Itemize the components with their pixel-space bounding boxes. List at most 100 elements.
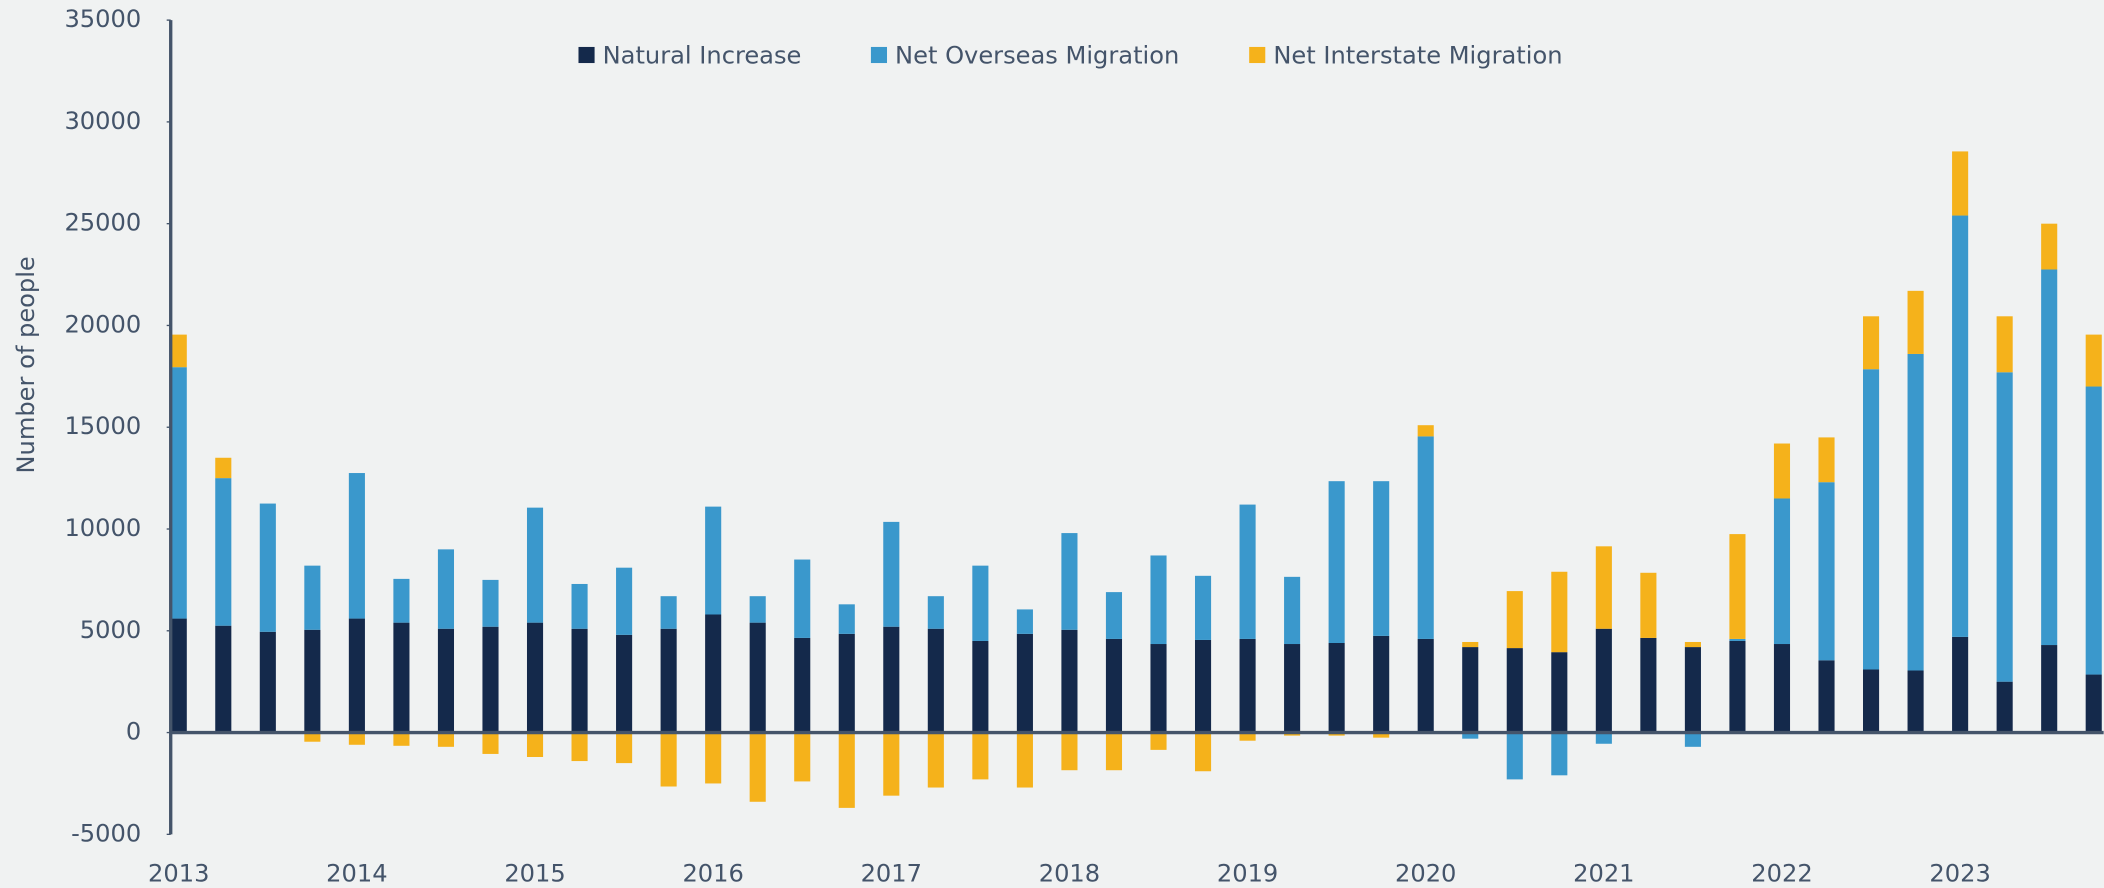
bar-segment [1684, 647, 1701, 733]
bar-segment [304, 629, 321, 733]
x-tick-label: 2015 [504, 860, 565, 888]
x-tick-label: 2022 [1751, 860, 1812, 888]
bar-segment [1729, 640, 1746, 733]
y-tick-label: 25000 [64, 209, 141, 237]
bar-segment [571, 628, 588, 733]
bar-segment [1640, 637, 1657, 733]
bar-segment [1551, 732, 1568, 776]
bar-segment [1462, 641, 1479, 648]
bar-segment [1996, 316, 2013, 373]
bar-segment [1773, 443, 1791, 499]
bar-segment [1907, 670, 1924, 733]
bar-segment [1016, 732, 1033, 788]
bar-segment [1640, 572, 1657, 638]
bar-segment [437, 732, 455, 747]
bar-segment [1996, 681, 2013, 733]
bar-segment [1462, 647, 1479, 733]
bar-segment [526, 507, 544, 623]
bar-segment [1194, 575, 1212, 640]
bar-segment [482, 732, 499, 754]
x-tick-label: 2014 [326, 860, 387, 888]
bar-segment [393, 578, 410, 623]
y-tick-label: 5000 [80, 616, 141, 644]
x-tick-label: 2017 [861, 860, 922, 888]
y-tick-label: 0 [126, 718, 141, 746]
bar-segment [2041, 269, 2058, 646]
bar-segment [482, 626, 499, 733]
y-tick-label: 30000 [64, 107, 141, 135]
y-tick-label: 10000 [64, 514, 141, 542]
bar-segment [2085, 334, 2102, 387]
bar-segment [526, 622, 544, 733]
bar-segment [1105, 638, 1123, 733]
bar-segment [1417, 436, 1434, 639]
bar-segment [1194, 639, 1212, 733]
y-tick-label: 15000 [64, 412, 141, 440]
bar-segment [794, 559, 811, 638]
bar-segment [883, 521, 900, 627]
bar-segment [482, 579, 499, 627]
bar-segment [1595, 732, 1612, 744]
bar-segment [571, 583, 588, 629]
bar-segment [927, 732, 944, 788]
bar-segment [660, 732, 677, 787]
bar-segment [1150, 555, 1167, 645]
bar-segment [170, 618, 187, 733]
bar-segment [1863, 316, 1880, 370]
bar-segment [616, 732, 633, 764]
bar-segment [1773, 644, 1791, 733]
bar-segment [1684, 732, 1701, 747]
bar-segment [660, 596, 677, 629]
x-tick-label: 2023 [1929, 860, 1990, 888]
y-axis-label: Number of people [12, 256, 40, 473]
bar-segment [1061, 629, 1078, 733]
bar-segment [571, 732, 588, 762]
bar-segment [1595, 546, 1612, 629]
bar-segment [1373, 732, 1390, 738]
bar-segment [259, 631, 276, 733]
bar-segment [1506, 648, 1523, 733]
bar-segment [1284, 644, 1301, 733]
bar-segment [1239, 504, 1256, 639]
y-tick-label: 35000 [64, 5, 141, 33]
bar-segment [1952, 636, 1969, 733]
bar-segment [1417, 425, 1434, 437]
bar-segment [348, 618, 365, 733]
bar-segment [838, 633, 855, 733]
bar-segment [883, 732, 900, 796]
bar-segment [2041, 645, 2058, 733]
bar-segment [437, 628, 455, 733]
bar-segment [1194, 732, 1212, 772]
bar-segment [972, 732, 989, 780]
bar-segment [749, 596, 766, 623]
bar-segment [972, 640, 989, 733]
bar-segment [927, 628, 944, 733]
legend-label: Net Overseas Migration [895, 41, 1179, 69]
bar-segment [2085, 674, 2102, 733]
bar-segment [1061, 533, 1078, 630]
bar-segment [1061, 732, 1078, 771]
bar-segment [1818, 437, 1835, 483]
bar-segment [660, 628, 677, 733]
bar-segment [749, 622, 766, 733]
bar-segment [215, 457, 232, 479]
bar-segment [705, 506, 722, 615]
bar-segment [1506, 591, 1523, 649]
bar-segment [1417, 638, 1434, 733]
bar-segment [1996, 372, 2013, 682]
bar-segment [2041, 223, 2058, 270]
bar-segment [1863, 369, 1880, 670]
bar-segment [170, 367, 187, 619]
x-tick-label: 2021 [1573, 860, 1634, 888]
bar-segment [526, 732, 544, 757]
bar-segment [1016, 633, 1033, 733]
bar-segment [1105, 732, 1123, 771]
bar-segment [1373, 635, 1390, 733]
bar-segment [1328, 643, 1345, 733]
bar-segment [1818, 482, 1835, 661]
bar-segment [1239, 732, 1256, 741]
bar-segment [1595, 628, 1612, 733]
bar-segment [348, 473, 365, 619]
bar-segment [215, 478, 232, 626]
